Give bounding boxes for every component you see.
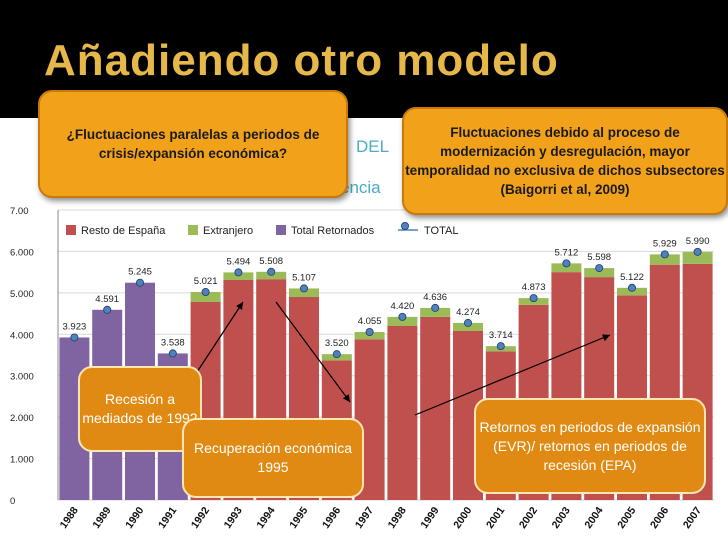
bar-extranjero [420, 307, 451, 317]
marker-total [234, 268, 243, 277]
legend-total-marker [400, 221, 409, 230]
marker-total [299, 284, 308, 293]
marker-total [562, 259, 571, 268]
y-axis-ticks: 0 1.000 2.000 3.000 4.000 5.000 6.000 7.00 [10, 206, 34, 507]
total-label: 5.122 [620, 272, 644, 283]
total-label: 3.538 [161, 337, 185, 348]
note-recession-text: Recesión a mediados de 1992 [82, 391, 198, 426]
total-label: 5.508 [259, 256, 283, 267]
bar-extranjero [584, 268, 615, 278]
y-tick-label: 5.000 [10, 289, 34, 300]
total-label: 4.420 [391, 301, 415, 312]
total-markers [70, 247, 702, 359]
legend-total-label: TOTAL [424, 225, 458, 237]
legend-resto-swatch [66, 225, 76, 235]
marker-total [365, 328, 374, 337]
total-label: 5.598 [587, 252, 611, 263]
bar-extranjero [551, 263, 582, 273]
total-label: 4.873 [522, 282, 546, 293]
marker-total [135, 278, 144, 287]
callout-crisis-question: ¿Fluctuaciones paralelas a periodos de c… [38, 90, 348, 198]
total-label: 3.923 [63, 321, 87, 332]
total-label: 3.520 [325, 338, 349, 349]
title-fragment-del: DEL [356, 137, 389, 156]
y-tick-label: 1.000 [10, 455, 34, 466]
marker-total [70, 333, 79, 342]
marker-total [496, 342, 505, 351]
trend-arrow-1 [196, 301, 244, 373]
y-tick-label: 7.00 [10, 206, 29, 217]
marker-total [595, 264, 604, 273]
bar-extranjero [289, 288, 319, 297]
note-recovery-text: Recuperación económica 1995 [194, 440, 352, 475]
total-label: 4.636 [423, 292, 447, 303]
marker-total [463, 318, 472, 327]
legend-extranjero-label: Extranjero [203, 225, 253, 237]
note-recession-1992: Recesión a mediados de 1992 [78, 366, 202, 452]
legend: Resto de España Extranjero Total Retornado… [66, 221, 458, 237]
legend-extranjero-swatch [188, 225, 198, 235]
title-fragment-encia: encia [340, 178, 381, 197]
total-label: 5.245 [128, 267, 152, 278]
y-tick-label: 3.000 [10, 372, 34, 383]
total-label: 5.712 [555, 247, 579, 258]
bar-extranjero [190, 291, 221, 302]
callout-modernization-text: Fluctuaciones debido al proceso de moder… [405, 125, 725, 197]
marker-total [267, 267, 276, 276]
legend-resto-label: Resto de España [81, 225, 166, 237]
bar-resto-de-espana [387, 326, 418, 500]
total-label: 5.990 [686, 236, 710, 247]
trend-arrow-2 [275, 301, 351, 403]
legend-total-retornados-label: Total Retornados [291, 225, 375, 237]
trend-arrow-3 [414, 334, 611, 416]
y-tick-label: 6.000 [10, 247, 34, 258]
total-label: 5.021 [194, 276, 218, 287]
total-label: 4.591 [95, 294, 119, 305]
marker-total [201, 287, 210, 296]
bar-extranjero [453, 322, 483, 331]
total-label: 4.274 [456, 307, 480, 318]
callout-modernization: Fluctuaciones debido al proceso de moder… [402, 107, 728, 215]
y-tick-label: 2.000 [10, 413, 34, 424]
marker-total [693, 247, 702, 256]
marker-total [332, 350, 341, 359]
y-tick-label: 0 [10, 496, 15, 507]
bar-extranjero [387, 316, 418, 326]
bar-resto-de-espana [420, 316, 451, 500]
callout-crisis-question-text: ¿Fluctuaciones paralelas a periodos de c… [66, 127, 320, 161]
legend-total-retornados-swatch [276, 225, 286, 235]
marker-total [529, 294, 538, 303]
bar-extranjero [649, 254, 680, 265]
total-label: 5.929 [653, 238, 677, 249]
total-label: 5.107 [292, 272, 316, 283]
marker-total [431, 303, 440, 312]
slide-title: Añadiendo otro modelo [44, 36, 559, 85]
total-label: 3.714 [489, 330, 513, 341]
bar-extranjero [682, 251, 713, 264]
marker-total [660, 250, 669, 259]
note-recovery-1995: Recuperación económica 1995 [182, 418, 364, 498]
total-label: 4.055 [358, 316, 382, 327]
marker-total [103, 305, 112, 314]
marker-total [398, 312, 407, 321]
total-label: 5.494 [227, 256, 251, 267]
marker-total [168, 349, 177, 358]
note-returns-text: Retornos en periodos de expansión (EVR)/… [479, 418, 701, 473]
note-returns-evr-epa: Retornos en periodos de expansión (EVR)/… [474, 398, 706, 494]
marker-total [628, 283, 637, 292]
total-labels: 3.923 4.591 5.245 3.538 5.021 5.494 5.508 5.107… [63, 236, 710, 349]
y-tick-label: 4.000 [10, 330, 34, 341]
